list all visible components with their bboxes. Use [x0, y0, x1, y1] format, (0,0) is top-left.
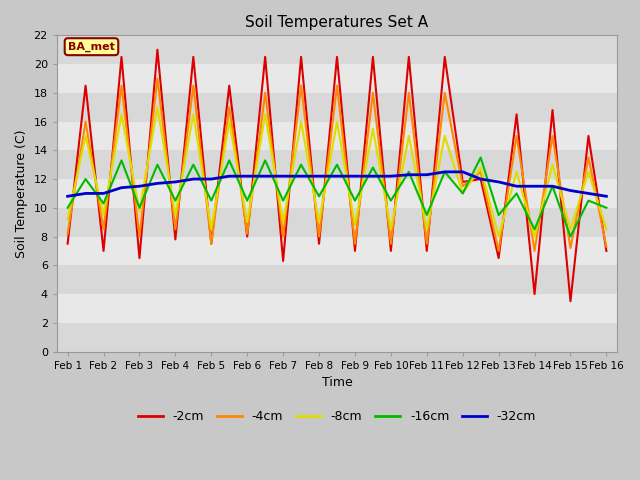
- Bar: [57, 64, 617, 93]
- Bar: [57, 237, 617, 265]
- Bar: [57, 179, 617, 208]
- Bar: [57, 265, 617, 294]
- Bar: [57, 93, 617, 121]
- Y-axis label: Soil Temperature (C): Soil Temperature (C): [15, 129, 28, 258]
- Bar: [57, 121, 617, 150]
- Bar: [57, 36, 617, 64]
- Bar: [57, 294, 617, 323]
- Text: BA_met: BA_met: [68, 42, 115, 52]
- Bar: [57, 150, 617, 179]
- X-axis label: Time: Time: [322, 376, 353, 389]
- Legend: -2cm, -4cm, -8cm, -16cm, -32cm: -2cm, -4cm, -8cm, -16cm, -32cm: [133, 405, 541, 428]
- Bar: [57, 208, 617, 237]
- Title: Soil Temperatures Set A: Soil Temperatures Set A: [245, 15, 429, 30]
- Bar: [57, 323, 617, 351]
